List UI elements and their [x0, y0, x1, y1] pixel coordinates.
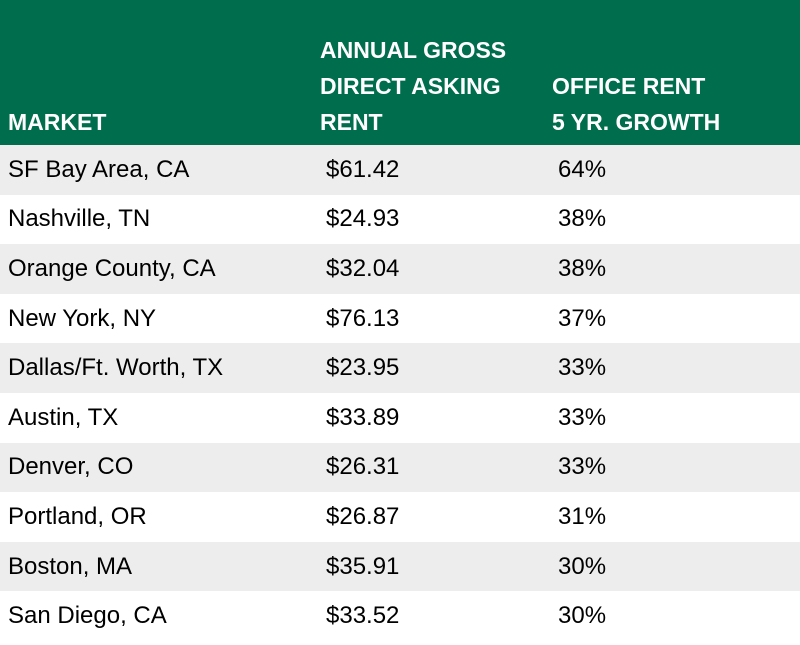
rent-cell: $35.91 — [316, 541, 548, 592]
growth-cell: 33% — [548, 442, 800, 493]
market-cell: San Diego, CA — [0, 591, 316, 641]
table-header-row: MARKET ANNUAL GROSS DIRECT ASKING RENT O… — [0, 0, 800, 145]
rent-cell: $33.52 — [316, 591, 548, 641]
column-header-rent-line3: RENT — [320, 109, 383, 135]
table-row: New York, NY $76.13 37% — [0, 293, 800, 344]
market-cell: Orange County, CA — [0, 244, 316, 294]
column-header-rent: ANNUAL GROSS DIRECT ASKING RENT — [316, 0, 548, 145]
column-header-rent-line1: ANNUAL GROSS — [320, 37, 507, 63]
rent-cell: $33.89 — [316, 392, 548, 443]
growth-cell: 30% — [548, 591, 800, 641]
table-row: Portland, OR $26.87 31% — [0, 492, 800, 542]
table-row: San Diego, CA $33.52 30% — [0, 591, 800, 641]
table-row: Nashville, TN $24.93 38% — [0, 194, 800, 245]
rent-cell: $76.13 — [316, 293, 548, 344]
table-row: SF Bay Area, CA $61.42 64% — [0, 145, 800, 195]
table-row: Boston, MA $35.91 30% — [0, 541, 800, 592]
growth-cell: 33% — [548, 343, 800, 393]
rent-cell: $61.42 — [316, 145, 548, 195]
market-cell: Dallas/Ft. Worth, TX — [0, 343, 316, 393]
column-header-market-label: MARKET — [8, 109, 107, 135]
rent-cell: $23.95 — [316, 343, 548, 393]
column-header-growth-line1: OFFICE RENT — [552, 73, 706, 99]
column-header-growth-line2: 5 YR. GROWTH — [552, 109, 721, 135]
market-cell: New York, NY — [0, 293, 316, 344]
market-cell: Boston, MA — [0, 541, 316, 592]
market-cell: SF Bay Area, CA — [0, 145, 316, 195]
rent-cell: $26.87 — [316, 492, 548, 542]
growth-cell: 31% — [548, 492, 800, 542]
table-row: Dallas/Ft. Worth, TX $23.95 33% — [0, 343, 800, 393]
table-row: Denver, CO $26.31 33% — [0, 442, 800, 493]
growth-cell: 64% — [548, 145, 800, 195]
growth-cell: 37% — [548, 293, 800, 344]
column-header-growth: OFFICE RENT 5 YR. GROWTH — [548, 0, 800, 145]
rent-cell: $32.04 — [316, 244, 548, 294]
column-header-rent-line2: DIRECT ASKING — [320, 73, 501, 99]
table-row: Austin, TX $33.89 33% — [0, 392, 800, 443]
market-cell: Austin, TX — [0, 392, 316, 443]
rent-cell: $24.93 — [316, 194, 548, 245]
growth-cell: 30% — [548, 541, 800, 592]
column-header-market: MARKET — [0, 0, 316, 145]
rent-cell: $26.31 — [316, 442, 548, 493]
table-row: Orange County, CA $32.04 38% — [0, 244, 800, 294]
market-cell: Denver, CO — [0, 442, 316, 493]
market-cell: Nashville, TN — [0, 194, 316, 245]
growth-cell: 33% — [548, 392, 800, 443]
table-body: SF Bay Area, CA $61.42 64% Nashville, TN $24… — [0, 145, 800, 641]
market-cell: Portland, OR — [0, 492, 316, 542]
growth-cell: 38% — [548, 244, 800, 294]
growth-cell: 38% — [548, 194, 800, 245]
